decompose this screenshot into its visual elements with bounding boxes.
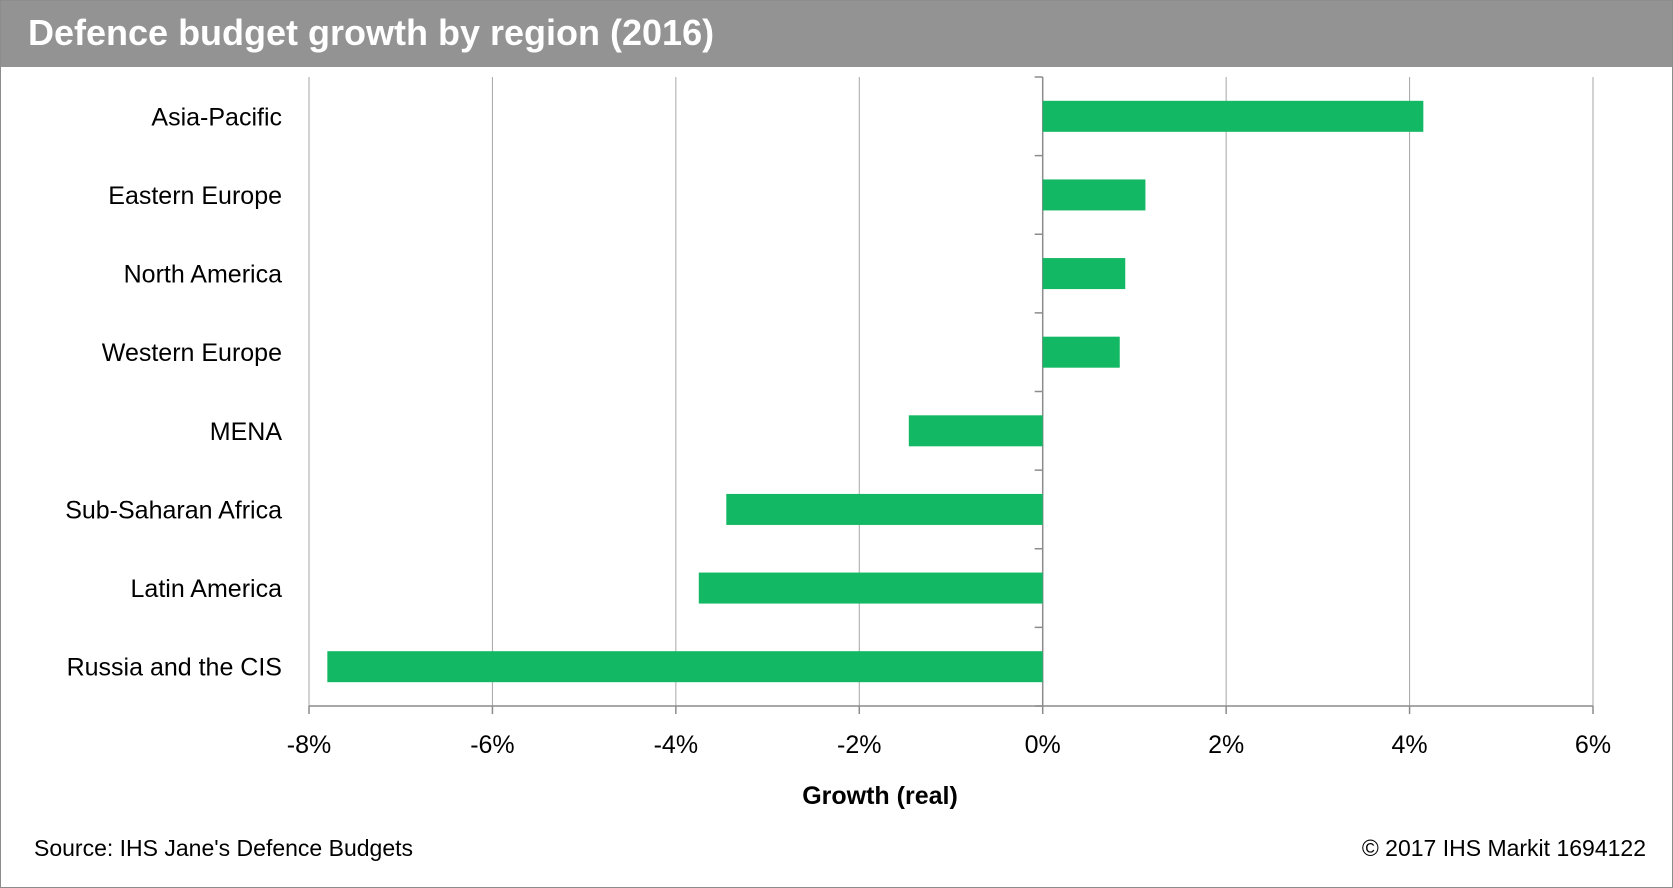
- x-tick-label: 2%: [1208, 731, 1244, 759]
- x-tick-label: -6%: [470, 731, 514, 759]
- x-tick-label: -2%: [837, 731, 881, 759]
- x-axis-title: Growth (real): [802, 782, 958, 810]
- bar-sub-saharan-africa: [726, 493, 1043, 525]
- bar-latin-america: [698, 572, 1043, 604]
- category-label: Eastern Europe: [108, 182, 282, 210]
- bar-western-europe: [1042, 336, 1120, 368]
- category-label: Latin America: [131, 575, 283, 603]
- x-tick-label: 6%: [1575, 731, 1611, 759]
- source-note: Source: IHS Jane's Defence Budgets: [34, 835, 413, 861]
- bar-asia-pacific: [1042, 100, 1424, 132]
- category-label: Western Europe: [102, 339, 282, 367]
- x-tick-label: -8%: [287, 731, 331, 759]
- category-label: Sub-Saharan Africa: [65, 496, 282, 524]
- title-bar: Defence budget growth by region (2016): [1, 1, 1672, 67]
- copyright-note: © 2017 IHS Markit 1694122: [1361, 835, 1646, 861]
- category-label: North America: [124, 261, 282, 289]
- bar-russia-and-the-cis: [327, 651, 1043, 683]
- bar-mena: [908, 415, 1043, 447]
- category-label: Russia and the CIS: [67, 654, 282, 682]
- bar-north-america: [1042, 258, 1126, 290]
- x-tick-label: 0%: [1025, 731, 1061, 759]
- x-tick-label: 4%: [1392, 731, 1428, 759]
- category-label: MENA: [210, 418, 283, 446]
- category-label: Asia-Pacific: [151, 103, 282, 131]
- x-tick-label: -4%: [654, 731, 698, 759]
- chart-title: Defence budget growth by region (2016): [28, 12, 715, 53]
- bar-eastern-europe: [1042, 179, 1146, 211]
